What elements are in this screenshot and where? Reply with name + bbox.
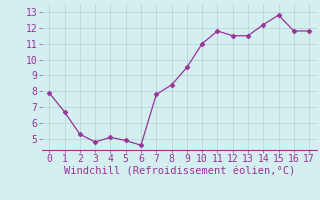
X-axis label: Windchill (Refroidissement éolien,°C): Windchill (Refroidissement éolien,°C) xyxy=(64,167,295,177)
